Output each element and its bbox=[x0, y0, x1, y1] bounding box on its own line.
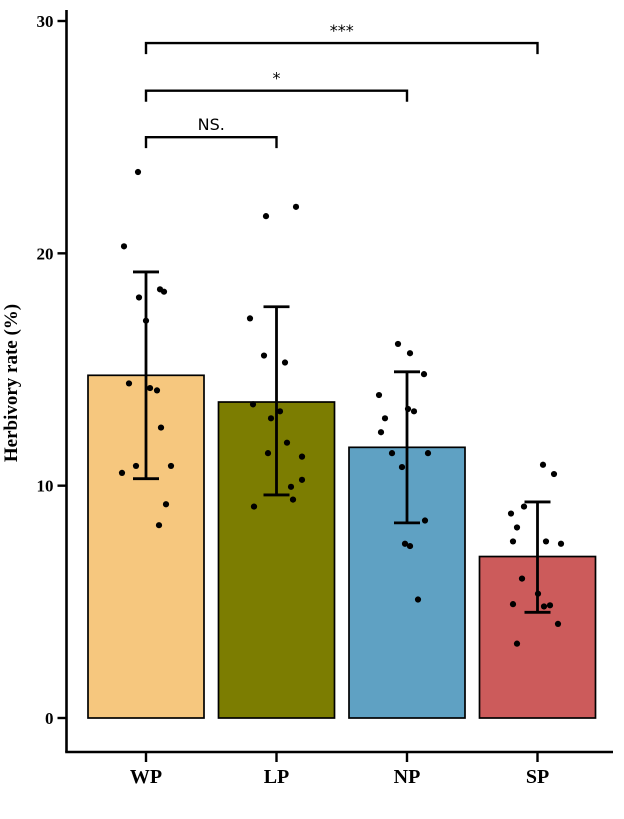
jitter-point-sp bbox=[507, 510, 515, 517]
jitter-point-lp bbox=[262, 213, 270, 220]
jitter-point-lp bbox=[298, 476, 306, 483]
sig-label-0: NS. bbox=[198, 115, 225, 134]
y-tick-label-30: 30 bbox=[37, 12, 54, 31]
jitter-point-wp bbox=[132, 462, 140, 470]
jitter-point-np bbox=[398, 463, 406, 471]
jitter-point-sp bbox=[509, 601, 517, 608]
jitter-point-sp bbox=[542, 538, 550, 545]
jitter-point-np bbox=[394, 340, 402, 348]
jitter-point-np bbox=[404, 405, 412, 413]
jitter-point-np bbox=[421, 517, 429, 524]
x-tick-label-sp: SP bbox=[526, 766, 549, 788]
jitter-point-sp bbox=[546, 602, 554, 609]
y-axis-title: Herbivory rate (%) bbox=[1, 304, 22, 462]
x-tick-label-np: NP bbox=[394, 766, 421, 788]
jitter-point-np bbox=[388, 450, 396, 457]
jitter-point-np bbox=[420, 371, 428, 378]
jitter-point-sp bbox=[509, 538, 517, 545]
jitter-point-np bbox=[424, 450, 432, 457]
jitter-point-np bbox=[410, 408, 418, 415]
jitter-point-np bbox=[381, 415, 389, 422]
x-tick-label-wp: WP bbox=[130, 766, 162, 788]
jitter-point-sp bbox=[550, 470, 558, 478]
jitter-point-sp bbox=[540, 603, 548, 610]
x-tick-label-lp: LP bbox=[264, 766, 290, 788]
jitter-point-sp bbox=[520, 503, 528, 510]
jitter-point-wp bbox=[135, 294, 143, 301]
y-tick-label-20: 20 bbox=[37, 244, 54, 263]
jitter-point-lp bbox=[298, 453, 306, 460]
jitter-point-lp bbox=[287, 483, 295, 490]
jitter-point-lp bbox=[283, 439, 291, 446]
jitter-point-np bbox=[377, 429, 385, 436]
jitter-point-np bbox=[414, 596, 422, 603]
y-tick-label-10: 10 bbox=[37, 477, 54, 496]
jitter-point-wp bbox=[120, 243, 128, 250]
jitter-point-np bbox=[375, 391, 383, 399]
sig-label-2: *** bbox=[330, 21, 354, 40]
jitter-point-lp bbox=[264, 450, 272, 457]
jitter-point-lp bbox=[250, 503, 258, 510]
jitter-point-sp bbox=[539, 461, 547, 468]
jitter-point-wp bbox=[153, 387, 161, 394]
jitter-point-np bbox=[406, 542, 414, 550]
jitter-point-wp bbox=[162, 501, 170, 508]
jitter-point-wp bbox=[160, 288, 168, 295]
jitter-point-wp bbox=[142, 317, 150, 324]
jitter-point-lp bbox=[267, 415, 275, 422]
jitter-point-sp bbox=[518, 575, 526, 582]
jitter-point-np bbox=[401, 540, 409, 547]
jitter-point-lp bbox=[260, 352, 268, 359]
jitter-point-lp bbox=[292, 203, 300, 210]
jitter-point-lp bbox=[281, 359, 289, 366]
sig-bracket-1 bbox=[144, 89, 409, 102]
jitter-point-lp bbox=[276, 408, 284, 415]
jitter-point-wp bbox=[167, 462, 175, 470]
sig-bracket-2 bbox=[144, 41, 539, 55]
jitter-point-wp bbox=[157, 424, 165, 431]
sig-label-1: * bbox=[273, 69, 281, 88]
jitter-point-lp bbox=[289, 496, 297, 503]
jitter-point-sp bbox=[513, 524, 521, 531]
jitter-point-sp bbox=[557, 540, 565, 547]
jitter-point-sp bbox=[554, 620, 562, 628]
sig-bracket-0 bbox=[144, 135, 278, 149]
jitter-point-lp bbox=[246, 315, 254, 322]
jitter-point-sp bbox=[513, 640, 521, 647]
jitter-point-wp bbox=[146, 384, 154, 392]
jitter-point-sp bbox=[534, 590, 542, 597]
jitter-point-wp bbox=[134, 168, 142, 176]
jitter-point-lp bbox=[249, 401, 257, 408]
y-tick-label-0: 0 bbox=[45, 709, 54, 728]
jitter-point-wp bbox=[125, 380, 133, 387]
jitter-point-np bbox=[406, 350, 414, 357]
jitter-point-wp bbox=[118, 469, 126, 476]
jitter-point-wp bbox=[155, 522, 163, 529]
